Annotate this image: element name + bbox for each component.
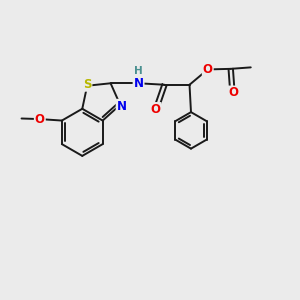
Text: S: S xyxy=(83,78,92,91)
Text: H: H xyxy=(134,66,143,76)
Text: O: O xyxy=(35,112,45,126)
Text: N: N xyxy=(134,77,144,90)
Text: O: O xyxy=(151,103,161,116)
Text: O: O xyxy=(229,86,239,100)
Text: N: N xyxy=(117,100,127,113)
Text: O: O xyxy=(203,63,213,76)
